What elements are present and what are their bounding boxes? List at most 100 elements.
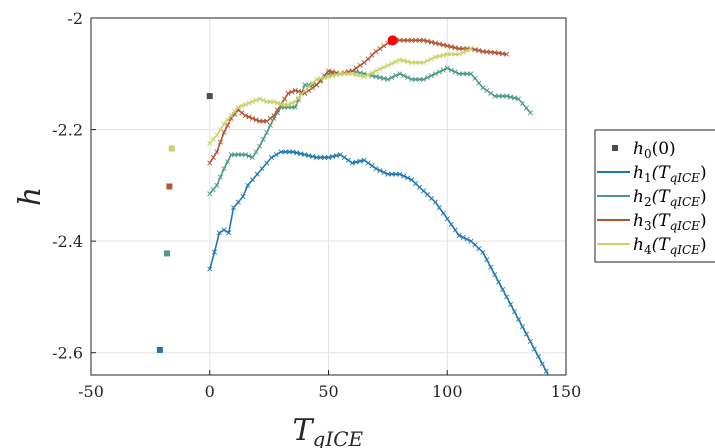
data-point: [531, 346, 537, 352]
data-point: [271, 113, 277, 119]
legend-marker: [612, 145, 618, 151]
data-point: [349, 160, 355, 166]
data-point: [225, 117, 231, 123]
data-point: [420, 76, 427, 82]
y-tick-label: -2.4: [52, 232, 83, 251]
data-point: [417, 37, 423, 43]
data-point: [373, 74, 379, 80]
x-tick-label: -50: [78, 382, 104, 401]
legend-label: h1(TqICE): [633, 163, 707, 185]
data-point: [357, 158, 363, 164]
data-point: [249, 115, 256, 121]
data-point: [302, 87, 308, 94]
x-tick-label: 0: [205, 382, 215, 401]
data-point: [527, 110, 533, 116]
data-point: [417, 60, 423, 66]
data-point: [333, 153, 339, 159]
data-point: [436, 205, 442, 211]
data-point: [267, 122, 273, 128]
data-point: [397, 37, 403, 43]
data-point: [377, 74, 383, 81]
series-4: [207, 46, 474, 147]
data-point: [381, 43, 387, 49]
legend-label: h3(TqICE): [633, 211, 707, 233]
data-point: [504, 93, 510, 99]
initial-point: [206, 93, 213, 100]
data-point: [401, 37, 407, 43]
data-point: [436, 69, 442, 75]
data-point: [456, 46, 462, 52]
data-point: [432, 199, 438, 205]
data-point: [428, 56, 434, 62]
data-point: [500, 93, 506, 99]
data-point: [492, 272, 498, 278]
data-point: [294, 150, 300, 156]
data-point: [519, 101, 525, 107]
data-point: [369, 70, 375, 76]
data-point: [413, 37, 419, 43]
data-point: [389, 171, 395, 177]
series-3: [207, 37, 510, 166]
data-point: [393, 73, 399, 79]
data-point: [211, 249, 218, 255]
data-point: [397, 71, 403, 77]
initial-points: [156, 93, 213, 353]
data-point: [440, 210, 446, 216]
data-point: [274, 107, 280, 113]
data-point: [349, 71, 355, 77]
data-point: [221, 121, 227, 127]
legend-entry: h4(TqICE): [597, 235, 707, 257]
data-point: [259, 166, 265, 172]
data-point: [353, 159, 359, 165]
data-point: [448, 51, 454, 57]
data-point: [249, 177, 256, 183]
data-point: [464, 48, 470, 54]
data-point: [214, 149, 220, 155]
y-tick-label: -2.2: [52, 121, 83, 140]
data-point: [523, 105, 529, 111]
data-point: [405, 74, 411, 81]
data-point: [289, 89, 295, 95]
data-point: [381, 75, 387, 81]
axis-ticks: -50 0 50 100 150 -2.6 -2.4 -2.2 -2: [52, 9, 581, 401]
data-point: [329, 73, 335, 79]
data-point: [405, 59, 411, 65]
x-tick-label: 50: [318, 382, 338, 401]
data-point: [353, 72, 359, 78]
data-point: [401, 73, 407, 79]
data-point: [444, 51, 450, 57]
data-point: [264, 118, 270, 124]
data-point: [298, 151, 304, 157]
data-point: [523, 331, 529, 337]
data-point: [527, 339, 533, 345]
data-point: [310, 85, 316, 91]
initial-point: [166, 183, 173, 190]
data-point: [385, 76, 391, 82]
data-point: [417, 76, 423, 82]
data-point: [389, 61, 395, 67]
data-point: [207, 191, 213, 197]
data-point: [405, 37, 411, 43]
data-point: [242, 113, 248, 119]
data-point: [440, 42, 446, 48]
data-point: [242, 101, 248, 107]
data-point: [480, 85, 486, 91]
data-point: [314, 154, 320, 160]
y-tick-label: -2: [67, 9, 83, 28]
data-point: [274, 100, 280, 106]
data-point: [369, 163, 375, 169]
data-point: [253, 149, 259, 155]
data-point: [389, 74, 395, 81]
data-point: [225, 159, 231, 165]
data-point: [221, 227, 227, 233]
legend-entry: h2(TqICE): [597, 187, 707, 209]
data-point: [245, 182, 251, 188]
data-point: [397, 57, 403, 63]
data-point: [254, 171, 260, 177]
data-point: [496, 93, 502, 99]
data-point: [444, 65, 450, 71]
data-point: [210, 154, 216, 160]
data-point: [476, 80, 482, 86]
data-point: [333, 72, 339, 78]
data-point: [488, 49, 494, 55]
